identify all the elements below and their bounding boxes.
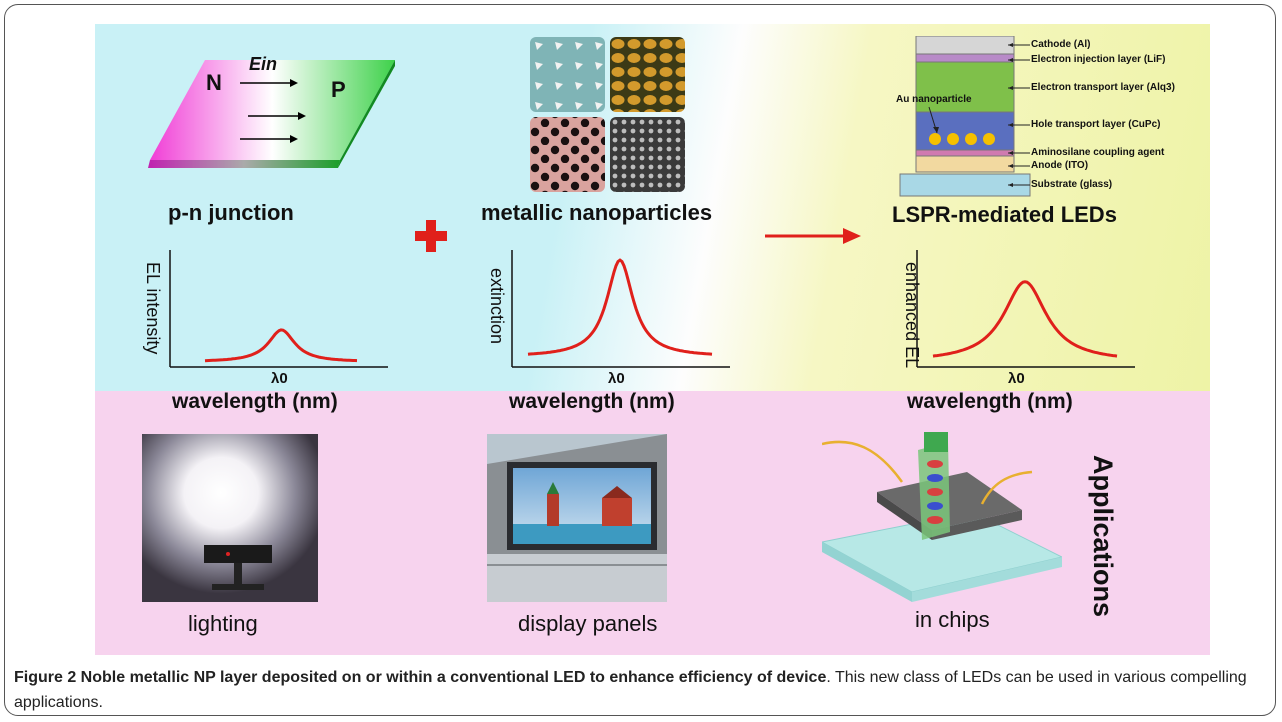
nanoparticles-title: metallic nanoparticles — [481, 200, 713, 225]
display-panel-photo — [487, 434, 667, 602]
pn-slab-front — [148, 160, 340, 168]
y-axis-label: enhanced EL — [902, 262, 922, 369]
x-tick-label: λ0 — [271, 370, 288, 387]
led-layer-label: Anode (ITO) — [1031, 160, 1089, 171]
triangle-nanoparticle-image — [530, 37, 605, 112]
led-layer-label: Electron transport layer (Alq3) — [1031, 82, 1175, 93]
chip-metal-pad — [877, 472, 1022, 530]
lighting-photo — [142, 434, 318, 602]
pn-junction-diagram — [148, 60, 395, 168]
oval-nanoparticle-image — [610, 37, 685, 112]
nanoparticle-micrographs — [530, 37, 685, 192]
spectrum-plot-3 — [916, 250, 1135, 368]
ito-layer — [915, 155, 1015, 173]
caption-text: . This new class of LEDs can be used in … — [14, 669, 1247, 711]
application-label: lighting — [188, 611, 258, 636]
x-tick-label: λ0 — [1008, 370, 1025, 387]
pn-slab-top — [150, 60, 395, 160]
y-axis-label: EL intensity — [143, 262, 163, 355]
right-arrow-icon — [765, 228, 861, 244]
au-pointer-icon — [928, 106, 939, 134]
electric-field-label: Ein — [249, 54, 278, 74]
application-label: display panels — [518, 611, 658, 636]
lamp-head — [204, 545, 272, 563]
led-layer-label: Hole transport layer (CuPc) — [1031, 119, 1161, 130]
led-layer-label: Electron injection layer (LiF) — [1031, 54, 1166, 65]
plus-icon — [415, 220, 447, 252]
application-label: in chips — [915, 607, 990, 632]
y-axis-label: extinction — [487, 268, 507, 345]
spectrum-plot-2 — [511, 250, 730, 368]
dot-nanoparticle-image — [610, 117, 685, 192]
au-nanoparticle-label: Au nanoparticle — [896, 94, 972, 105]
x-axis-label: wavelength (nm) — [509, 390, 675, 413]
led-layer-label: Substrate (glass) — [1031, 179, 1113, 190]
spectrum-plot-1 — [169, 250, 388, 368]
extinction-spectrum-curve — [527, 258, 713, 356]
led-layer-label: Cathode (Al) — [1031, 39, 1091, 50]
pn-junction-title: p-n junction — [168, 200, 294, 225]
el-spectrum-curve — [204, 328, 358, 363]
caption-title: Figure 2 Noble metallic NP layer deposit… — [14, 669, 827, 686]
x-axis-label: wavelength (nm) — [907, 390, 1073, 413]
applications-title: Applications — [1088, 455, 1118, 618]
led-layer-stack — [899, 36, 1031, 197]
figure-caption: Figure 2 Noble metallic NP layer deposit… — [14, 665, 1264, 715]
pn-slab-side — [338, 60, 395, 168]
chip-diagram — [822, 432, 1062, 602]
x-axis-label: wavelength (nm) — [172, 390, 338, 413]
x-tick-label: λ0 — [608, 370, 625, 387]
n-region-label: N — [206, 70, 222, 95]
p-region-label: P — [331, 77, 346, 102]
led-layer-label: Aminosilane coupling agent — [1031, 147, 1165, 158]
hexagonal-nanoparticle-image — [530, 117, 605, 192]
led-layer-arrows — [1008, 43, 1030, 187]
enhanced-el-spectrum-curve — [932, 280, 1118, 358]
leds-title: LSPR-mediated LEDs — [892, 202, 1117, 227]
